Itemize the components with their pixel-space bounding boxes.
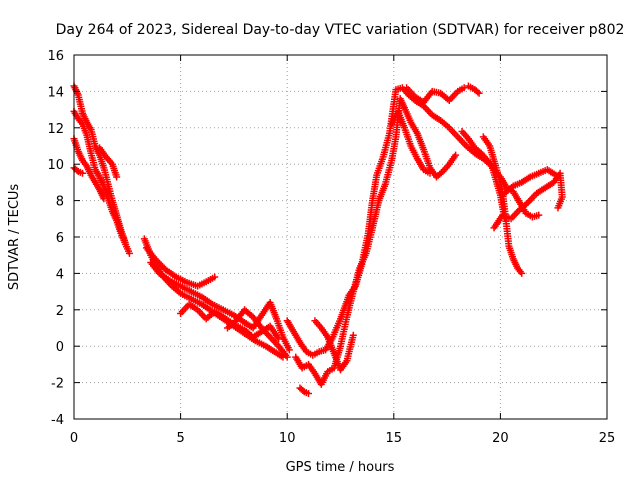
y-tick-label: 14 bbox=[47, 85, 64, 100]
x-tick-label: 15 bbox=[386, 431, 403, 446]
x-tick-label: 10 bbox=[279, 431, 296, 446]
data-points bbox=[70, 82, 566, 398]
data-point bbox=[113, 173, 121, 181]
data-point bbox=[475, 89, 483, 97]
data-point bbox=[452, 151, 460, 159]
data-point bbox=[474, 88, 482, 96]
data-point bbox=[299, 386, 307, 394]
data-point bbox=[554, 204, 562, 212]
data-point bbox=[285, 346, 293, 354]
x-tick-label: 5 bbox=[176, 431, 184, 446]
x-axis-label: GPS time / hours bbox=[286, 460, 395, 475]
y-tick-label: -2 bbox=[51, 377, 64, 392]
x-tick-label: 20 bbox=[492, 431, 509, 446]
y-tick-label: 16 bbox=[47, 49, 64, 64]
y-tick-label: 12 bbox=[47, 122, 64, 137]
data-point bbox=[518, 269, 526, 277]
y-tick-label: 4 bbox=[56, 267, 64, 282]
y-tick-label: 2 bbox=[56, 304, 64, 319]
y-tick-label: 10 bbox=[47, 158, 64, 173]
data-point bbox=[211, 273, 219, 281]
y-tick-label: -4 bbox=[51, 413, 64, 428]
x-tick-label: 25 bbox=[599, 431, 616, 446]
data-point bbox=[73, 166, 81, 174]
y-tick-label: 6 bbox=[56, 231, 64, 246]
y-axis-label: SDTVAR / TECUs bbox=[7, 184, 22, 291]
data-point bbox=[305, 390, 313, 398]
data-point bbox=[349, 331, 357, 339]
x-tick-label: 0 bbox=[70, 431, 78, 446]
data-point bbox=[100, 195, 108, 203]
y-tick-label: 0 bbox=[56, 340, 64, 355]
y-tick-label: 8 bbox=[56, 195, 64, 210]
data-point bbox=[535, 211, 543, 219]
data-point bbox=[460, 84, 468, 92]
data-point bbox=[275, 335, 283, 343]
data-point bbox=[426, 169, 434, 177]
chart-title: Day 264 of 2023, Sidereal Day-to-day VTE… bbox=[56, 22, 625, 38]
data-point bbox=[125, 249, 133, 257]
axis-ticks: 0 5 10 15 20 25 -4 -2 0 2 4 6 8 10 12 14 16 bbox=[47, 49, 615, 446]
data-point bbox=[79, 169, 87, 177]
data-point bbox=[283, 353, 291, 361]
